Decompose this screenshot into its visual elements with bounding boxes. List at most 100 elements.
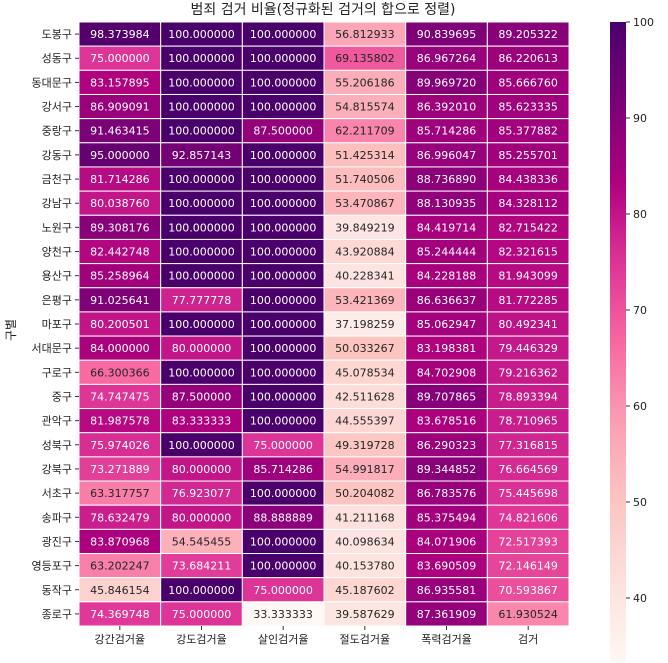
cell-value-label: 80.038760	[90, 197, 150, 210]
heatmap-cell	[160, 528, 243, 555]
cell-value-label: 73.271889	[90, 463, 150, 476]
cell-value-label: 61.930524	[498, 608, 558, 621]
cell-value-label: 45.846154	[90, 584, 150, 597]
cell-value-label: 85.714286	[253, 463, 313, 476]
x-tick-label: 폭력검거율	[421, 633, 472, 646]
cell-value-label: 44.555397	[335, 415, 395, 428]
cell-value-label: 81.987578	[90, 415, 150, 428]
heatmap-cell	[486, 456, 570, 482]
cell-value-label: 100.000000	[168, 439, 234, 452]
heatmap-cell	[323, 504, 407, 530]
cell-value-label: 75.000000	[253, 439, 313, 452]
cell-value-label: 85.244444	[417, 246, 477, 259]
cell-value-label: 78.632479	[90, 511, 150, 524]
cell-value-label: 55.206186	[335, 76, 395, 89]
heatmap-cell	[486, 359, 570, 385]
heatmap-cell	[323, 480, 407, 506]
cell-value-label: 83.678516	[417, 415, 477, 428]
cell-value-label: 80.200501	[90, 318, 150, 331]
cell-value-label: 89.205322	[498, 28, 558, 41]
heatmap-cell	[160, 21, 243, 47]
y-tick-label: 양천구	[42, 245, 72, 259]
cell-value-label: 85.666760	[498, 76, 558, 89]
cell-value-label: 86.392010	[417, 101, 477, 114]
y-axis-label: 구별	[4, 319, 18, 341]
heatmap-cell	[405, 238, 488, 265]
colorbar-tick-label: 90	[633, 112, 647, 125]
cell-value-label: 100.000000	[250, 149, 316, 162]
cell-value-label: 100.000000	[168, 52, 234, 65]
y-tick-label: 강북구	[42, 463, 72, 476]
heatmap-cell	[78, 601, 162, 627]
cell-value-label: 50.204082	[335, 487, 395, 500]
heatmap-cell	[486, 528, 570, 555]
cell-value-label: 88.736890	[417, 173, 477, 186]
cell-value-label: 100.000000	[250, 487, 316, 500]
cell-value-label: 75.000000	[172, 608, 232, 621]
heatmap-cell	[486, 166, 570, 192]
cell-value-label: 100.000000	[168, 221, 234, 234]
chart-title: 범죄 검거 비율(정규화된 검거의 합으로 정렬)	[190, 2, 455, 18]
cell-value-label: 100.000000	[168, 246, 234, 259]
column-labels: 강간검거율 강도검거율 살인검거율 절도검거율 폭력검거율 검거	[95, 626, 538, 646]
y-tick-label: 동작구	[42, 584, 72, 597]
heatmap-cell	[486, 190, 570, 216]
colorbar-tick-label: 40	[633, 592, 647, 605]
heatmap-cell	[486, 45, 570, 71]
cell-value-label: 51.425314	[335, 149, 395, 162]
cell-value-label: 100.000000	[250, 52, 316, 65]
cell-value-label: 75.445698	[498, 487, 558, 500]
heatmap-cell	[405, 383, 488, 410]
colorbar-tick-label: 80	[633, 208, 647, 221]
cell-value-label: 100.000000	[168, 173, 234, 186]
x-tick-label: 절도검거율	[340, 633, 391, 646]
cell-value-label: 86.996047	[417, 149, 477, 162]
cell-value-label: 82.321615	[498, 246, 558, 259]
cell-value-label: 72.146149	[498, 560, 558, 573]
y-tick-label: 강남구	[42, 197, 72, 210]
cell-value-label: 45.187602	[335, 584, 395, 597]
heatmap-cell	[160, 287, 243, 313]
cell-value-label: 70.593867	[498, 584, 558, 597]
heatmap-cell	[405, 577, 488, 603]
heatmap-cell	[160, 69, 243, 95]
cell-value-label: 37.198259	[335, 318, 395, 331]
heatmap-cell	[78, 311, 162, 337]
cell-value-label: 74.747475	[90, 390, 150, 403]
heatmap-cell	[78, 359, 162, 385]
heatmap-cells: 98.373984 100.000000 100.000000 56.812933 90…	[78, 21, 570, 627]
heatmap-cell	[160, 45, 243, 71]
x-tick-label: 강도검거율	[176, 633, 227, 646]
cell-value-label: 80.000000	[172, 342, 232, 355]
heatmap-cell	[486, 69, 570, 95]
cell-value-label: 41.211168	[335, 511, 395, 524]
y-tick-label: 성북구	[42, 439, 72, 452]
heatmap-cell	[241, 311, 325, 337]
y-tick-label: 노원구	[42, 221, 72, 234]
cell-value-label: 100.000000	[168, 366, 234, 379]
heatmap-cell	[405, 528, 488, 555]
cell-value-label: 80.492341	[498, 318, 558, 331]
heatmap-cell	[405, 601, 488, 627]
heatmap-cell	[405, 118, 488, 144]
heatmap-cell	[78, 432, 162, 458]
cell-value-label: 86.783576	[417, 487, 477, 500]
colorbar-tick-label: 50	[633, 496, 647, 509]
cell-value-label: 53.470867	[335, 197, 395, 210]
cell-value-label: 40.228341	[335, 270, 395, 283]
cell-value-label: 91.025641	[90, 294, 150, 307]
heatmap-cell	[241, 335, 325, 361]
cell-value-label: 80.000000	[172, 511, 232, 524]
heatmap-cell	[241, 214, 325, 240]
cell-value-label: 100.000000	[250, 221, 316, 234]
cell-value-label: 75.000000	[253, 584, 313, 597]
heatmap-cell	[405, 214, 488, 240]
cell-value-label: 62.211709	[335, 125, 395, 138]
cell-value-label: 100.000000	[250, 366, 316, 379]
heatmap-cell	[78, 383, 162, 410]
cell-value-label: 79.446329	[498, 342, 558, 355]
heatmap-cell	[486, 93, 570, 120]
cell-value-label: 75.974026	[90, 439, 150, 452]
cell-value-label: 85.258964	[90, 270, 150, 283]
cell-value-label: 100.000000	[250, 270, 316, 283]
